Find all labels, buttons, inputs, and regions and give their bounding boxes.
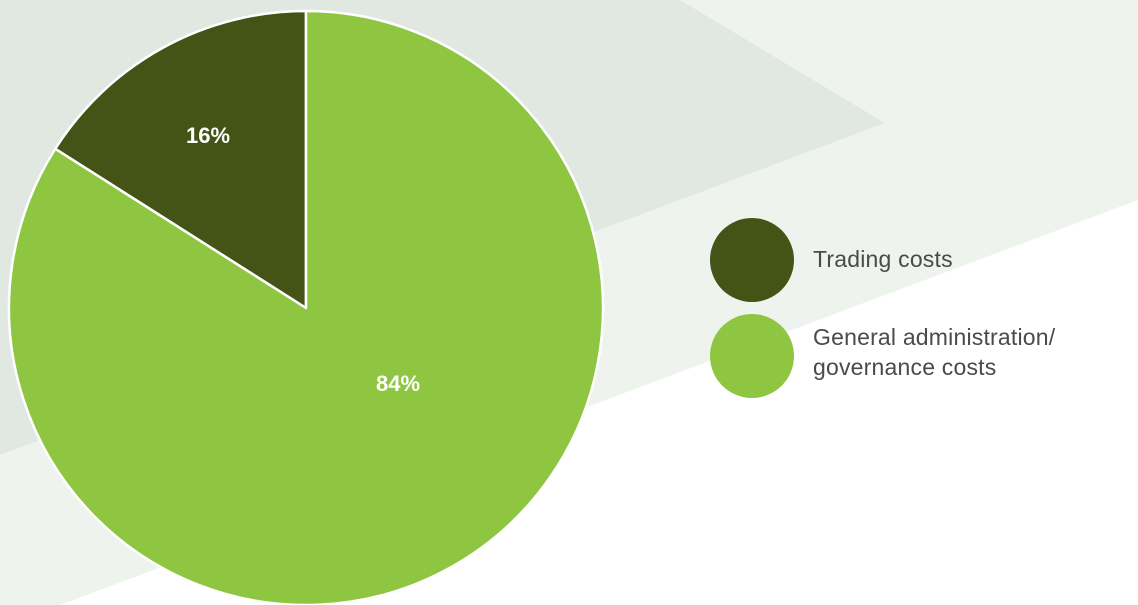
- pie-slice-labels: 16% 84%: [186, 123, 420, 396]
- pie-slice-trading-costs: [53, 9, 308, 310]
- pie-slice-general-administration-governance-costs: [7, 9, 605, 605]
- legend-label-general-administration-line1: General administration/: [813, 324, 1056, 350]
- pie-slice-label-0: 16%: [186, 123, 230, 148]
- legend-swatch-trading-costs: [710, 218, 794, 302]
- pie-slice-label-1: 84%: [376, 371, 420, 396]
- legend-label-general-administration-line2: governance costs: [813, 354, 997, 380]
- legend-swatch-general-administration: [710, 314, 794, 398]
- pie-slices: [7, 9, 605, 605]
- legend-label-trading-costs: Trading costs: [813, 246, 953, 272]
